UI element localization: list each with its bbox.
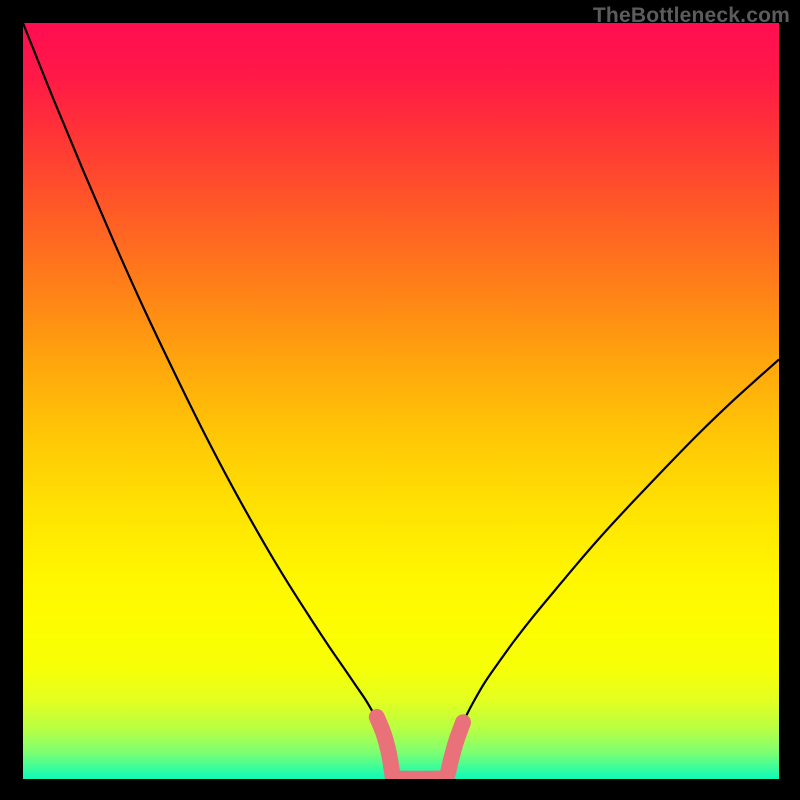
watermark-text: TheBottleneck.com (593, 4, 790, 28)
plot-area (23, 23, 779, 779)
chart-canvas: TheBottleneck.com (0, 0, 800, 800)
